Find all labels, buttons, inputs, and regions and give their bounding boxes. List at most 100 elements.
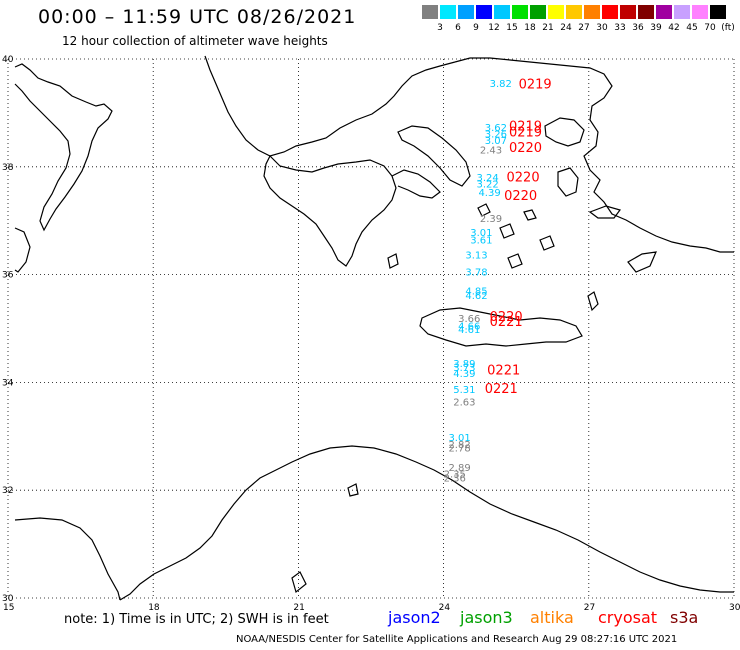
- pass-time-label: 0220: [490, 310, 523, 325]
- lon-tick-label: 27: [584, 603, 595, 613]
- wave-height-value: 4.61: [458, 325, 480, 336]
- wave-height-value: 4.39: [453, 369, 475, 380]
- italy-coast: [14, 63, 113, 232]
- wave-height-value: 3.73: [453, 363, 475, 374]
- chios-coast: [557, 167, 579, 197]
- legend-label: 45: [686, 23, 698, 33]
- pass-time-label: 0220: [507, 170, 540, 185]
- wave-height-value: 3.62: [485, 123, 507, 134]
- legend-label: 15: [506, 23, 518, 33]
- tobruk-inlet: [347, 483, 359, 497]
- pass-time-label: 0221: [485, 382, 518, 397]
- karpathos-coast: [587, 291, 599, 312]
- cyclades-1: [477, 203, 491, 217]
- legend-label: 12: [488, 23, 500, 33]
- wave-height-value: 2.35: [444, 469, 466, 480]
- rhodes-coast: [627, 251, 657, 273]
- lat-lon-grid: [7, 58, 735, 599]
- wave-height-value: 3.24: [477, 173, 499, 184]
- legend-label: 39: [650, 23, 662, 33]
- wave-height-observations: 3.823.623.263.072.433.243.224.392.393.01…: [444, 79, 512, 485]
- lat-tick-label: 38: [2, 163, 14, 173]
- wave-height-value: 3.61: [470, 235, 492, 246]
- cyclades-5: [539, 235, 555, 251]
- kythira-coast: [387, 253, 399, 269]
- legend-swatch: [674, 5, 690, 19]
- wave-height-value: 2.63: [453, 398, 475, 409]
- lon-tick-label: 21: [293, 603, 304, 613]
- samos-coast: [588, 205, 622, 219]
- coastline: [14, 55, 734, 601]
- legend-swatch: [494, 5, 510, 19]
- wave-height-value: 3.01: [470, 228, 492, 239]
- legend-label: 70: [704, 23, 716, 33]
- satellite-jason3: jason3: [460, 608, 513, 627]
- wave-height-value: 3.89: [453, 359, 475, 370]
- legend-swatch: [638, 5, 654, 19]
- legend-label: 9: [473, 23, 479, 33]
- legend-swatch: [422, 5, 438, 19]
- map-title: 00:00 – 11:59 UTC 08/26/2021: [38, 6, 357, 28]
- legend-swatch: [476, 5, 492, 19]
- legend-label: 36: [632, 23, 644, 33]
- wave-height-value: 4.39: [478, 188, 500, 199]
- wave-height-value: 3.82: [490, 79, 512, 90]
- lat-tick-label: 30: [2, 594, 14, 604]
- legend-swatch: [566, 5, 582, 19]
- sicily-coast: [14, 227, 31, 273]
- pass-time-label: 0220: [509, 141, 542, 156]
- legend-swatch: [620, 5, 636, 19]
- crete-coast: [419, 307, 583, 347]
- wave-height-value: 3.66: [458, 314, 480, 325]
- legend-swatch: [692, 5, 708, 19]
- cyclades-2: [499, 223, 515, 239]
- map-subtitle: 12 hour collection of altimeter wave hei…: [62, 34, 328, 48]
- lon-tick-label: 24: [439, 603, 451, 613]
- cyclades-3: [523, 209, 537, 221]
- legend-label: 6: [455, 23, 461, 33]
- lesbos-coast: [544, 117, 585, 147]
- wave-height-value: 2.43: [480, 145, 502, 156]
- legend-swatch: [602, 5, 618, 19]
- pass-time-label: 0219: [519, 78, 552, 93]
- legend-label: 18: [524, 23, 536, 33]
- lon-tick-label: 15: [3, 603, 14, 613]
- lat-tick-label: 34: [2, 378, 14, 388]
- greece-coast: [263, 154, 397, 267]
- legend-swatch: [458, 5, 474, 19]
- legend-label: 24: [560, 23, 572, 33]
- albania-coast: [204, 55, 456, 157]
- legend-swatch: [530, 5, 546, 19]
- satellite-cryosat: cryosat: [598, 608, 658, 627]
- legend-swatch: [584, 5, 600, 19]
- wave-height-value: 4.66: [458, 322, 480, 333]
- wave-height-value: 3.26: [485, 130, 507, 141]
- wave-height-value: 2.36: [444, 474, 466, 485]
- legend-swatch: [548, 5, 564, 19]
- wave-height-value: 3.01: [448, 433, 470, 444]
- wave-height-value: 3.07: [485, 136, 507, 147]
- satellite-jason2: jason2: [388, 608, 441, 627]
- lon-tick-label: 30: [729, 603, 740, 613]
- wave-height-value: 2.78: [448, 443, 470, 454]
- euboea-coast: [397, 125, 471, 187]
- wave-height-value: 5.31: [453, 385, 475, 396]
- wave-height-value: 3.13: [465, 250, 487, 261]
- wave-height-value: 2.89: [448, 463, 470, 474]
- lon-tick-label: 18: [148, 603, 160, 613]
- legend-label: 21: [542, 23, 554, 33]
- legend-label: 3: [437, 23, 443, 33]
- pass-time-label: 0221: [487, 363, 520, 378]
- attica-coast: [391, 169, 441, 199]
- crete-south-island: [291, 571, 307, 594]
- wave-height-value: 4.85: [465, 287, 487, 298]
- wave-height-value: 3.78: [465, 268, 487, 279]
- wave-height-value: 4.62: [465, 291, 487, 302]
- pass-time-label: 0221: [490, 315, 523, 330]
- legend-label: 33: [614, 23, 626, 33]
- footer-credit: NOAA/NESDIS Center for Satellite Applica…: [236, 634, 678, 645]
- lat-tick-label: 36: [2, 271, 14, 281]
